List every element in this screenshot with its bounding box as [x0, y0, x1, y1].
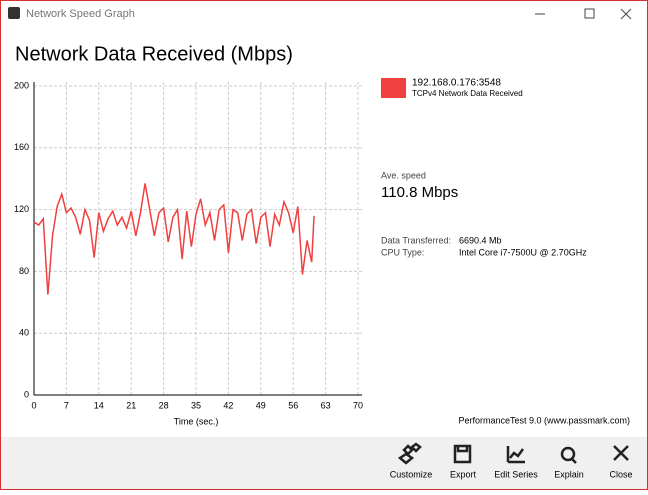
y-tick-label: 0 [24, 389, 29, 399]
toolbar-icon [613, 445, 629, 461]
toolbar-icon [453, 444, 472, 464]
cpu-label: CPU Type: [381, 247, 424, 257]
x-tick-label: 7 [64, 400, 69, 410]
y-tick-label: 80 [19, 266, 29, 276]
ave-label: Ave. speed [381, 170, 426, 180]
toolbar-button[interactable]: Customize [390, 442, 433, 479]
toolbar-icon [560, 446, 577, 464]
cpu-value: Intel Core i7-7500U @ 2.70GHz [459, 247, 587, 257]
transferred-label: Data Transferred: [381, 235, 451, 245]
window-title: Network Speed Graph [26, 8, 135, 20]
toolbar-icon [506, 446, 525, 464]
toolbar-label: Explain [554, 469, 584, 479]
toolbar-button[interactable]: Edit Series [494, 446, 538, 479]
x-tick-label: 35 [191, 400, 201, 410]
x-tick-label: 56 [288, 400, 298, 410]
toolbar-label: Export [450, 469, 477, 479]
x-tick-label: 63 [321, 400, 331, 410]
toolbar-button[interactable]: Export [450, 444, 477, 479]
toolbar-button[interactable]: Close [609, 445, 633, 479]
credit: PerformanceTest 9.0 (www.passmark.com) [458, 415, 630, 425]
legend-swatch [381, 78, 406, 98]
toolbar [1, 437, 647, 489]
y-tick-label: 200 [14, 80, 29, 90]
toolbar-button[interactable]: Explain [554, 446, 584, 479]
y-tick-label: 40 [19, 328, 29, 338]
legend-subtitle: TCPv4 Network Data Received [412, 89, 523, 98]
x-tick-label: 70 [353, 400, 363, 410]
y-tick-label: 120 [14, 204, 29, 214]
x-tick-label: 14 [94, 400, 104, 410]
toolbar-label: Close [609, 469, 632, 479]
x-tick-label: 0 [31, 400, 36, 410]
maximize-button[interactable] [584, 8, 595, 19]
x-tick-label: 42 [223, 400, 233, 410]
app-icon [8, 7, 20, 19]
toolbar-label: Customize [390, 469, 433, 479]
close-window-button[interactable] [620, 8, 632, 20]
legend-label: 192.168.0.176:3548 [412, 78, 501, 89]
x-axis-label: Time (sec.) [174, 416, 219, 426]
x-tick-label: 21 [126, 400, 136, 410]
chart-title: Network Data Received (Mbps) [15, 43, 293, 65]
toolbar-icon [397, 442, 422, 465]
x-tick-label: 28 [159, 400, 169, 410]
transferred-value: 6690.4 Mb [459, 235, 502, 245]
y-tick-label: 160 [14, 142, 29, 152]
toolbar-label: Edit Series [494, 469, 538, 479]
ave-value: 110.8 Mbps [381, 184, 458, 201]
data-line [33, 183, 315, 295]
x-tick-label: 49 [256, 400, 266, 410]
